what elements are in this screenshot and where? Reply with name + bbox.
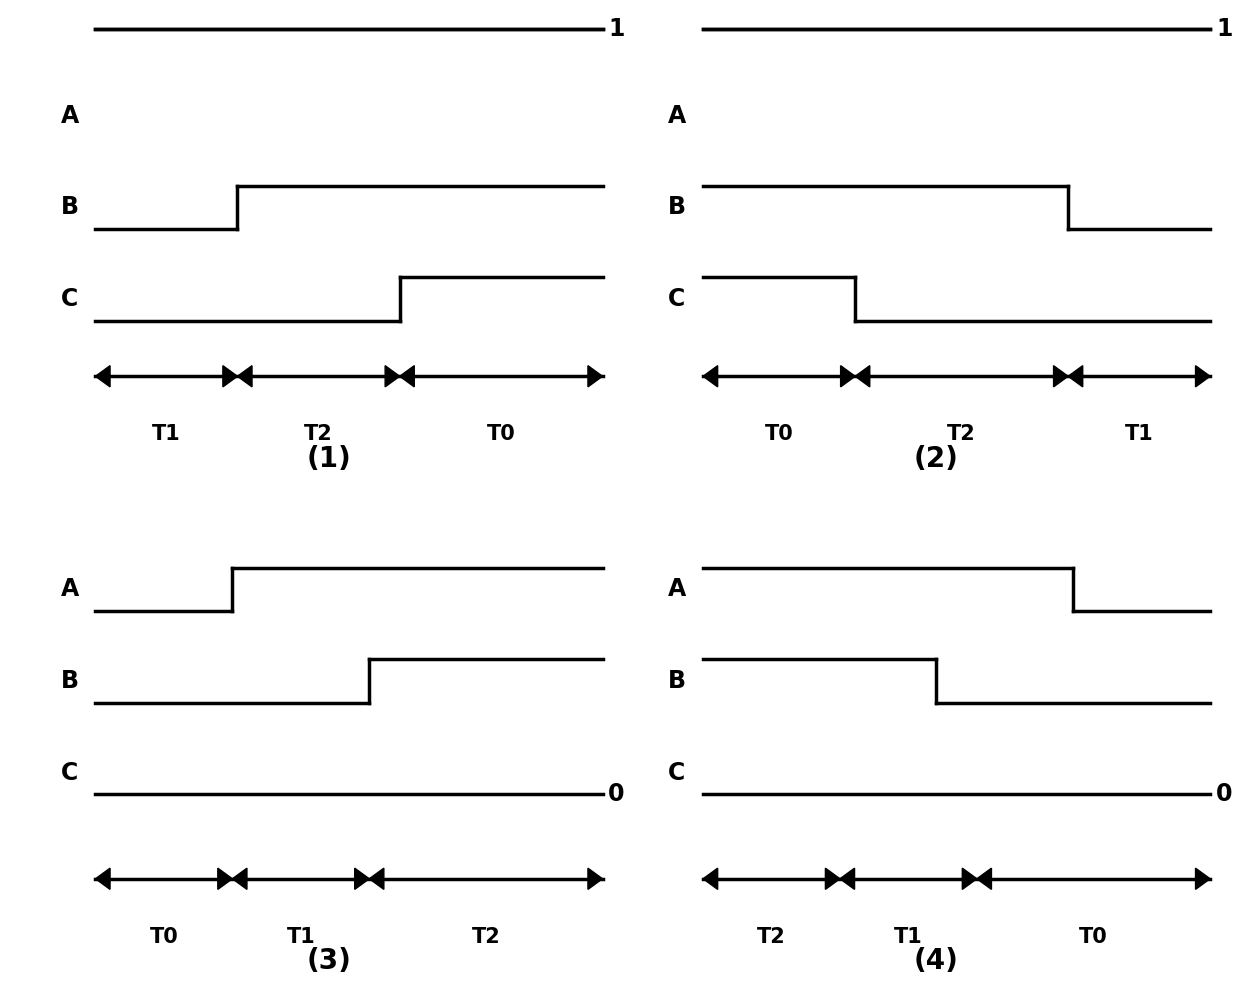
Text: T1: T1 <box>286 927 315 947</box>
Polygon shape <box>1068 366 1083 387</box>
Polygon shape <box>218 868 232 889</box>
Polygon shape <box>386 366 399 387</box>
Polygon shape <box>95 868 110 889</box>
Text: B: B <box>61 669 78 693</box>
Polygon shape <box>232 868 247 889</box>
Polygon shape <box>1054 366 1068 387</box>
Polygon shape <box>703 366 718 387</box>
Text: T2: T2 <box>471 927 500 947</box>
Text: 1: 1 <box>609 17 625 41</box>
Polygon shape <box>826 868 839 889</box>
Text: 0: 0 <box>609 782 625 806</box>
Text: A: A <box>668 104 687 128</box>
Polygon shape <box>977 868 992 889</box>
Text: 0: 0 <box>1216 782 1233 806</box>
Polygon shape <box>1195 366 1210 387</box>
Text: T2: T2 <box>947 424 976 444</box>
Polygon shape <box>223 366 237 387</box>
Polygon shape <box>1195 868 1210 889</box>
Text: A: A <box>61 577 79 601</box>
Text: T2: T2 <box>758 927 786 947</box>
Polygon shape <box>588 868 603 889</box>
Text: B: B <box>668 195 686 219</box>
Text: A: A <box>61 104 79 128</box>
Polygon shape <box>355 868 370 889</box>
Text: (2): (2) <box>914 445 959 472</box>
Polygon shape <box>703 868 718 889</box>
Polygon shape <box>588 366 603 387</box>
Polygon shape <box>962 868 977 889</box>
Text: (4): (4) <box>914 948 959 975</box>
Polygon shape <box>237 366 252 387</box>
Text: A: A <box>668 577 687 601</box>
Text: T0: T0 <box>487 424 516 444</box>
Text: C: C <box>61 761 78 785</box>
Text: C: C <box>668 761 686 785</box>
Text: C: C <box>61 287 78 312</box>
Polygon shape <box>841 366 856 387</box>
Polygon shape <box>839 868 854 889</box>
Text: (1): (1) <box>306 445 351 472</box>
Text: B: B <box>668 669 686 693</box>
Polygon shape <box>399 366 414 387</box>
Text: T1: T1 <box>1125 424 1153 444</box>
Text: T0: T0 <box>765 424 794 444</box>
Polygon shape <box>370 868 384 889</box>
Text: T2: T2 <box>304 424 334 444</box>
Text: T0: T0 <box>150 927 179 947</box>
Text: 1: 1 <box>1216 17 1233 41</box>
Text: C: C <box>668 287 686 312</box>
Text: (3): (3) <box>306 948 351 975</box>
Polygon shape <box>95 366 110 387</box>
Text: T0: T0 <box>1079 927 1107 947</box>
Polygon shape <box>856 366 869 387</box>
Text: T1: T1 <box>153 424 181 444</box>
Text: T1: T1 <box>894 927 923 947</box>
Text: B: B <box>61 195 78 219</box>
